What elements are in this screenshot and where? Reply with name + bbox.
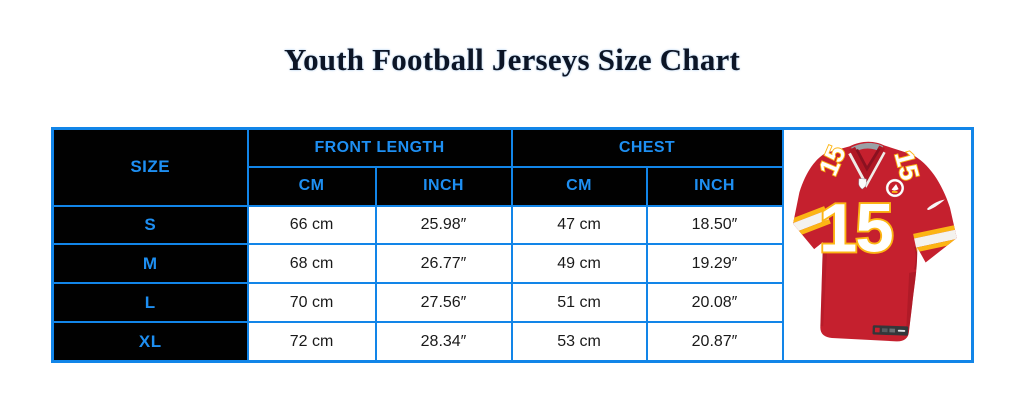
- value-cell: 19.29″: [645, 243, 784, 285]
- value-cell: 49 cm: [510, 243, 648, 285]
- value-cell: 53 cm: [510, 321, 648, 363]
- value-cell: 47 cm: [510, 204, 648, 246]
- jersey-body: [793, 141, 958, 342]
- table-row: XL 72 cm 28.34″ 53 cm 20.87″: [51, 321, 973, 363]
- front-length-cm-header: CM: [246, 165, 377, 207]
- jersey-cell: 15 15: [781, 127, 974, 363]
- nike-swoosh-icon: [927, 199, 946, 210]
- value-cell: 25.98″: [374, 204, 513, 246]
- size-column-header: SIZE: [51, 127, 249, 207]
- jersey-image: 15 15: [784, 130, 970, 360]
- value-cell: 28.34″: [374, 321, 513, 363]
- value-cell: 20.08″: [645, 282, 784, 324]
- value-cell: 51 cm: [510, 282, 648, 324]
- value-cell: 72 cm: [246, 321, 377, 363]
- value-cell: 68 cm: [246, 243, 377, 285]
- value-cell: 18.50″: [645, 204, 784, 246]
- jock-tag: [872, 325, 909, 336]
- chest-inch-header: INCH: [645, 165, 784, 207]
- chest-header: CHEST: [510, 127, 784, 168]
- value-cell: 27.56″: [374, 282, 513, 324]
- size-cell-m: M: [51, 243, 249, 285]
- jersey-chest-number: 15: [819, 188, 893, 266]
- nfl-shield-icon: [858, 178, 867, 190]
- size-cell-s: S: [51, 204, 249, 246]
- front-length-inch-header: INCH: [374, 165, 513, 207]
- front-length-header: FRONT LENGTH: [246, 127, 513, 168]
- jersey-svg: 15 15: [788, 140, 962, 342]
- page-title: Youth Football Jerseys Size Chart: [283, 42, 741, 77]
- table-row: L 70 cm 27.56″ 51 cm 20.08″: [51, 282, 973, 324]
- table-row: S 66 cm 25.98″ 47 cm 18.50″: [51, 204, 973, 246]
- value-cell: 66 cm: [246, 204, 377, 246]
- size-cell-xl: XL: [51, 321, 249, 363]
- value-cell: 26.77″: [374, 243, 513, 285]
- value-cell: 20.87″: [645, 321, 784, 363]
- size-chart-table: SIZE FRONT LENGTH CHEST: [51, 127, 974, 363]
- chest-cm-header: CM: [510, 165, 648, 207]
- team-patch-icon: [886, 178, 905, 198]
- size-cell-l: L: [51, 282, 249, 324]
- value-cell: 70 cm: [246, 282, 377, 324]
- table-row: M 68 cm 26.77″ 49 cm 19.29″: [51, 243, 973, 285]
